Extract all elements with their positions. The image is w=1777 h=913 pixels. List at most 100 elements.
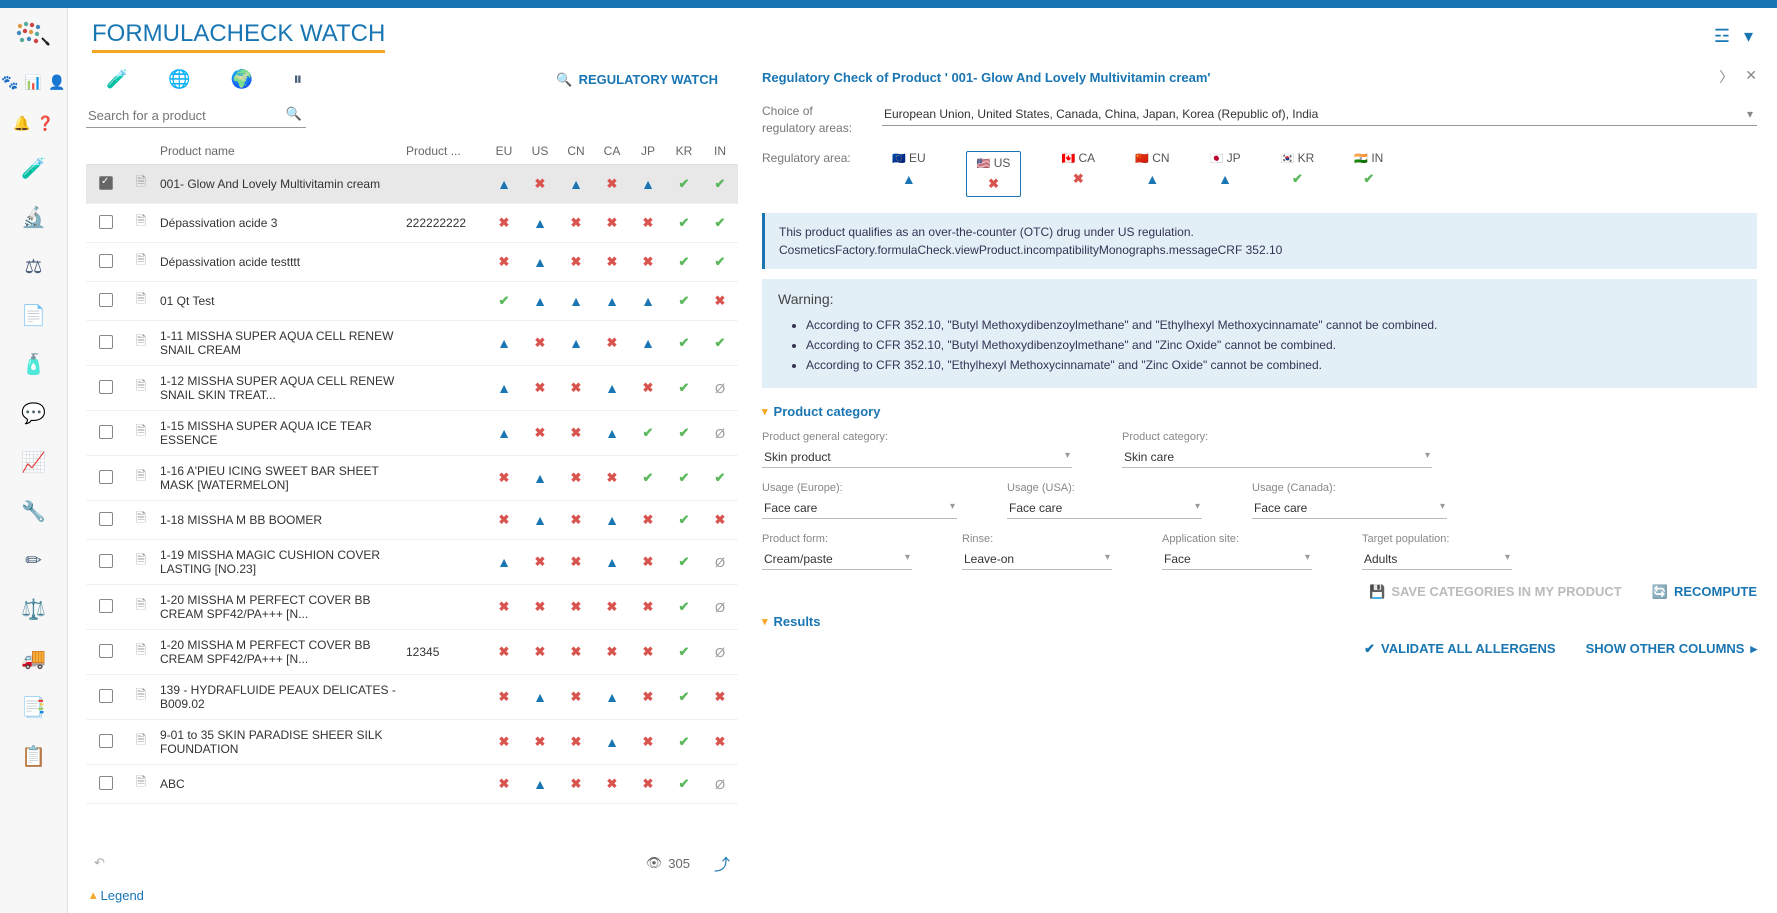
section-category[interactable]: ▾ Product category [762,404,1757,419]
reg-area-kr[interactable]: 🇰🇷 KR✔ [1281,151,1315,197]
val-usage-us[interactable]: Face care [1007,498,1202,519]
table-row[interactable]: 🗎1-20 MISSHA M PERFECT COVER BB CREAM SP… [86,630,738,675]
tool-globe2-icon[interactable]: 🌍 [231,69,253,90]
choice-select[interactable]: European Union, United States, Canada, C… [882,103,1757,126]
col-name[interactable]: Product name [156,144,406,158]
bell-icon[interactable]: 🔔 [13,115,30,132]
nav-graph-icon[interactable]: 📈 [21,450,46,475]
doc-icon[interactable]: 🗎 [136,378,146,393]
tool-flask-icon[interactable]: 🧪 [106,69,128,90]
doc-icon[interactable]: 🗎 [136,597,146,612]
reg-area-eu[interactable]: 🇪🇺 EU▲ [892,151,926,197]
user-icon[interactable]: 👤 [48,74,65,91]
legend-toggle[interactable]: ▴ Legend [86,879,738,903]
row-checkbox[interactable] [99,215,113,229]
table-row[interactable]: 🗎9-01 to 35 SKIN PARADISE SHEER SILK FOU… [86,720,738,765]
section-results[interactable]: ▾ Results [762,614,1757,629]
export-icon[interactable]: ⤴ [714,851,730,875]
val-usage-ca[interactable]: Face care [1252,498,1447,519]
col-kr[interactable]: KR [666,144,702,158]
row-checkbox[interactable] [99,335,113,349]
table-row[interactable]: 🗎ABC✖▲✖✖✖✔Ø [86,765,738,804]
nav-tube-icon[interactable]: 🧪 [21,156,46,181]
table-row[interactable]: 🗎1-18 MISSHA M BB BOOMER✖▲✖▲✖✔✖ [86,501,738,540]
table-row[interactable]: 🗎001- Glow And Lovely Multivitamin cream… [86,165,738,204]
row-checkbox[interactable] [99,254,113,268]
tool-globe1-icon[interactable]: 🌐 [168,69,190,90]
doc-icon[interactable]: 🗎 [136,213,146,228]
doc-icon[interactable]: 🗎 [136,468,146,483]
col-us[interactable]: US [522,144,558,158]
table-row[interactable]: 🗎Dépassivation acide 3222222222✖▲✖✖✖✔✔ [86,204,738,243]
row-checkbox[interactable] [99,734,113,748]
col-jp[interactable]: JP [630,144,666,158]
row-checkbox[interactable] [99,425,113,439]
nav-edit-icon[interactable]: ✏ [25,548,42,573]
table-row[interactable]: 🗎1-15 MISSHA SUPER AQUA ICE TEAR ESSENCE… [86,411,738,456]
row-checkbox[interactable] [99,512,113,526]
help-icon[interactable]: ❓ [37,115,54,132]
paw-icon[interactable]: 🐾 [1,74,18,91]
chart-icon[interactable]: 📊 [25,74,42,91]
row-checkbox[interactable] [99,470,113,484]
col-in[interactable]: IN [702,144,738,158]
nav-search-file-icon[interactable]: 📑 [21,695,46,720]
val-usage-eu[interactable]: Face care [762,498,957,519]
doc-icon[interactable]: 🗎 [136,642,146,657]
doc-icon[interactable]: 🗎 [136,774,146,789]
tool-pause-icon[interactable]: ⏸ [293,69,302,90]
nav-comment-icon[interactable]: 💬 [21,401,46,426]
doc-icon[interactable]: 🗎 [136,552,146,567]
row-checkbox[interactable] [99,644,113,658]
doc-icon[interactable]: 🗎 [136,252,146,267]
nav-wrench-icon[interactable]: 🔧 [21,499,46,524]
val-form[interactable]: Cream/paste [762,549,912,570]
row-checkbox[interactable] [99,380,113,394]
nav-scale-icon[interactable]: ⚖️ [21,597,46,622]
nav-file-icon[interactable]: 📄 [21,303,46,328]
col-ca[interactable]: CA [594,144,630,158]
table-row[interactable]: 🗎1-12 MISSHA SUPER AQUA CELL RENEW SNAIL… [86,366,738,411]
nav-microscope-icon[interactable]: 🔬 [21,205,46,230]
reg-area-us[interactable]: 🇺🇸 US✖ [966,151,1022,197]
doc-icon[interactable]: 🗎 [136,510,146,525]
recompute-button[interactable]: 🔄 RECOMPUTE [1652,584,1757,600]
reg-area-cn[interactable]: 🇨🇳 CN▲ [1135,151,1169,197]
table-row[interactable]: 🗎Dépassivation acide testttt✖▲✖✖✖✔✔ [86,243,738,282]
doc-icon[interactable]: 🗎 [136,687,146,702]
val-rinse[interactable]: Leave-on [962,549,1112,570]
doc-icon[interactable]: 🗎 [136,333,146,348]
dropdown-icon[interactable]: ▾ [1744,26,1753,47]
collapse-icon[interactable]: 〉 [1719,67,1733,87]
val-cat[interactable]: Skin care [1122,447,1432,468]
doc-icon[interactable]: 🗎 [136,174,146,189]
nav-clipboard-icon[interactable]: 📋 [21,744,46,769]
regulatory-watch-link[interactable]: 🔍 REGULATORY WATCH [556,72,718,88]
row-checkbox[interactable] [99,554,113,568]
reg-area-jp[interactable]: 🇯🇵 JP▲ [1210,151,1241,197]
undo-icon[interactable]: ↶ [94,855,105,871]
val-target[interactable]: Adults [1362,549,1512,570]
row-checkbox[interactable] [99,293,113,307]
table-row[interactable]: 🗎139 - HYDRAFLUIDE PEAUX DELICATES - B00… [86,675,738,720]
col-cn[interactable]: CN [558,144,594,158]
row-checkbox[interactable] [99,689,113,703]
val-site[interactable]: Face [1162,549,1312,570]
validate-allergens-button[interactable]: ✔ VALIDATE ALL ALLERGENS [1364,641,1555,657]
reg-area-in[interactable]: 🇮🇳 IN✔ [1354,151,1383,197]
row-checkbox[interactable] [99,776,113,790]
row-checkbox[interactable] [99,176,113,190]
val-gen-cat[interactable]: Skin product [762,447,1072,468]
table-row[interactable]: 🗎01 Qt Test✔▲▲▲▲✔✖ [86,282,738,321]
row-checkbox[interactable] [99,599,113,613]
table-row[interactable]: 🗎1-11 MISSHA SUPER AQUA CELL RENEW SNAIL… [86,321,738,366]
list-icon[interactable]: ☲ [1714,26,1730,47]
doc-icon[interactable]: 🗎 [136,423,146,438]
col-eu[interactable]: EU [486,144,522,158]
doc-icon[interactable]: 🗎 [136,291,146,306]
close-icon[interactable]: ✕ [1745,67,1757,87]
nav-flask-icon[interactable]: 🧴 [21,352,46,377]
table-row[interactable]: 🗎1-19 MISSHA MAGIC CUSHION COVER LASTING… [86,540,738,585]
nav-gavel-icon[interactable]: ⚖ [25,254,43,279]
reg-area-ca[interactable]: 🇨🇦 CA✖ [1061,151,1095,197]
